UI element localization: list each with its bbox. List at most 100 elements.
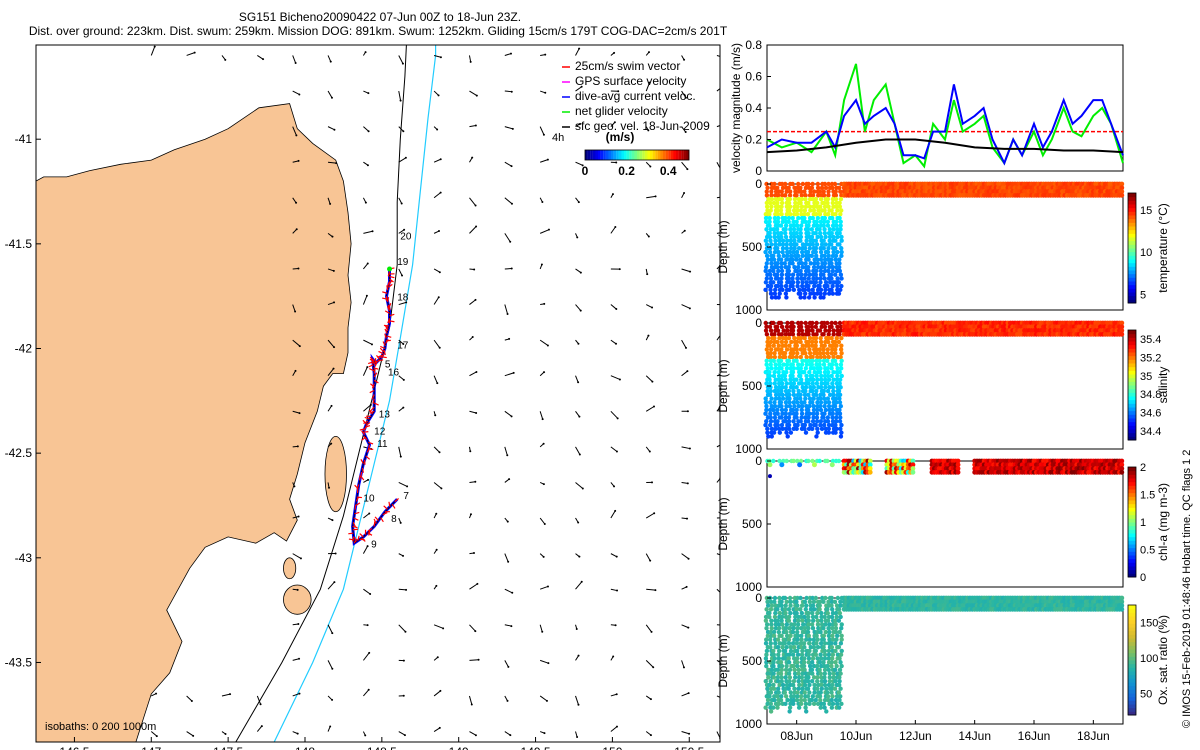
section-sample bbox=[779, 663, 785, 669]
section-sample bbox=[818, 257, 824, 262]
section-sample bbox=[814, 686, 820, 691]
section-sample bbox=[813, 324, 818, 329]
section-sample bbox=[791, 607, 796, 612]
surface-velocity-arrow-head bbox=[684, 346, 687, 349]
section-sample bbox=[791, 208, 797, 213]
section-sample bbox=[773, 626, 779, 631]
section-sample bbox=[812, 690, 817, 695]
section-sample bbox=[763, 422, 768, 428]
section-sample bbox=[763, 238, 769, 243]
section-colorbar-swatch bbox=[1128, 211, 1136, 216]
swim-vector bbox=[368, 361, 374, 365]
section-colorbar-swatch bbox=[1128, 525, 1136, 530]
section-sample bbox=[807, 246, 813, 251]
section-sample bbox=[811, 462, 817, 468]
map-xtick-label: 148.5 bbox=[367, 745, 397, 750]
section-sample bbox=[779, 599, 784, 604]
surface-velocity-arrow-head bbox=[438, 346, 441, 349]
section-sample bbox=[786, 276, 791, 281]
section-sample bbox=[821, 362, 827, 367]
section-sample bbox=[776, 249, 781, 255]
surface-velocity-arrow-head bbox=[654, 589, 657, 592]
surface-velocity-arrow-head bbox=[506, 520, 509, 523]
section-sample bbox=[771, 268, 776, 274]
section-sample bbox=[799, 652, 805, 657]
section-sample bbox=[833, 660, 838, 665]
section-sample bbox=[829, 705, 835, 710]
surface-velocity-arrow bbox=[327, 55, 332, 62]
isobath-1000m bbox=[273, 45, 437, 742]
section-sample bbox=[763, 280, 769, 285]
colorbar-swatch bbox=[598, 150, 601, 160]
section-sample bbox=[775, 276, 781, 281]
surface-velocity-arrow-head bbox=[297, 159, 300, 162]
surface-velocity-arrow-head bbox=[510, 90, 513, 93]
surface-velocity-arrow-head bbox=[577, 201, 580, 204]
section-sample bbox=[783, 614, 789, 620]
section-sample bbox=[784, 381, 790, 386]
section-sample bbox=[783, 234, 789, 240]
section-sample bbox=[810, 242, 816, 247]
section-sample bbox=[796, 705, 802, 710]
section-sample bbox=[796, 246, 802, 251]
surface-velocity-arrow-head bbox=[616, 589, 619, 592]
section-sample bbox=[765, 388, 770, 394]
section-sample bbox=[823, 595, 828, 601]
swim-vector bbox=[352, 536, 355, 542]
surface-velocity-arrow-head bbox=[723, 123, 725, 125]
swim-vector bbox=[363, 425, 368, 431]
section-colorbar-swatch bbox=[1128, 514, 1136, 519]
section-sample bbox=[764, 652, 769, 657]
swim-vector bbox=[369, 368, 375, 372]
section-sample bbox=[806, 328, 812, 333]
section-sample bbox=[825, 610, 830, 616]
section-sample bbox=[786, 641, 792, 646]
surface-velocity-arrow-head bbox=[333, 581, 336, 584]
section-sample bbox=[798, 234, 804, 240]
section-sample bbox=[827, 637, 832, 642]
section-sample bbox=[796, 667, 801, 673]
section-sample bbox=[812, 295, 817, 300]
surface-velocity-arrow bbox=[433, 54, 442, 58]
section-sample bbox=[799, 193, 804, 198]
section-colorbar-swatch bbox=[1128, 277, 1136, 282]
section-colorbar-swatch bbox=[1128, 627, 1136, 632]
section-sample bbox=[784, 633, 790, 638]
surface-velocity-arrow-head bbox=[577, 654, 580, 657]
section-sample bbox=[783, 335, 789, 341]
section-sample bbox=[786, 660, 792, 665]
section-sample bbox=[775, 212, 781, 217]
section-colorbar-swatch bbox=[1128, 678, 1136, 683]
section-sample bbox=[784, 324, 790, 329]
section-sample bbox=[791, 249, 796, 255]
section-sample bbox=[829, 287, 834, 293]
section-sample bbox=[833, 189, 838, 194]
section-sample bbox=[806, 381, 811, 386]
section-sample bbox=[798, 339, 803, 345]
section-sample bbox=[809, 667, 815, 673]
section-sample bbox=[767, 234, 773, 240]
section-sample bbox=[784, 430, 789, 435]
section-sample bbox=[794, 219, 799, 224]
section-sample bbox=[806, 268, 811, 274]
section-sample bbox=[815, 261, 820, 266]
section-sample bbox=[783, 385, 788, 390]
section-sample bbox=[814, 388, 819, 394]
section-colorbar-swatch bbox=[1128, 608, 1136, 613]
swim-vector bbox=[385, 326, 389, 332]
surface-velocity-arrow-head bbox=[367, 478, 370, 481]
surface-velocity-arrow-head bbox=[613, 121, 616, 124]
section-sample bbox=[831, 204, 836, 209]
swim-vector bbox=[369, 389, 375, 394]
section-colorbar-swatch bbox=[1128, 226, 1136, 231]
section-sample bbox=[800, 385, 805, 390]
section-colorbar-swatch bbox=[1128, 511, 1136, 516]
section-sample bbox=[798, 208, 804, 213]
surface-velocity-arrow bbox=[469, 125, 476, 128]
swim-vector bbox=[386, 306, 391, 312]
section-colorbar-tick: 34.6 bbox=[1140, 408, 1161, 420]
surface-velocity-arrow bbox=[433, 482, 442, 489]
swim-vector bbox=[389, 320, 395, 323]
colorbar-tick-label: 0.4 bbox=[660, 164, 677, 178]
